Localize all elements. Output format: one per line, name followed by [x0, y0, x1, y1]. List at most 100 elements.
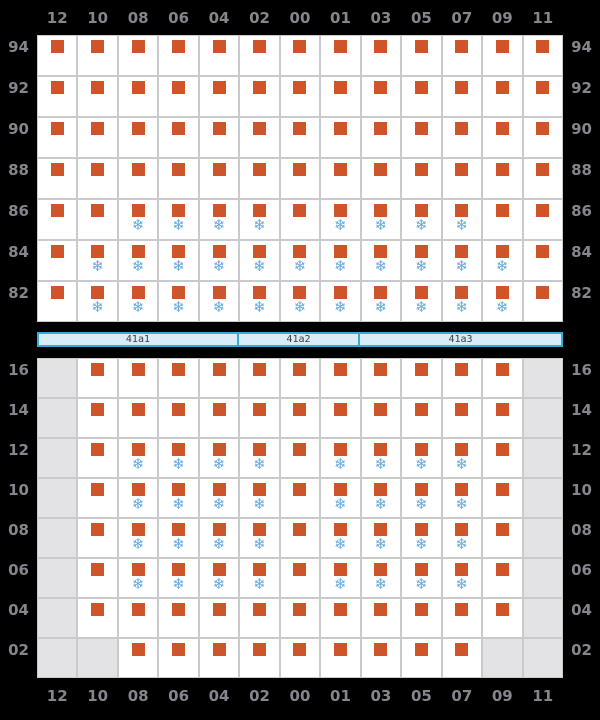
slot-above-deck-90-03[interactable] — [360, 117, 402, 158]
slot-below-deck-14-03[interactable] — [360, 398, 402, 438]
slot-below-deck-16-03[interactable] — [360, 358, 402, 398]
slot-below-deck-10-04[interactable]: ❄ — [198, 478, 240, 518]
slot-below-deck-16-10[interactable] — [77, 358, 118, 398]
slot-below-deck-06-06[interactable]: ❄ — [158, 558, 199, 598]
slot-below-deck-06-01[interactable]: ❄ — [320, 558, 361, 598]
slot-above-deck-86-06[interactable]: ❄ — [158, 199, 199, 240]
slot-above-deck-84-11[interactable] — [522, 240, 563, 281]
slot-below-deck-04-04[interactable] — [198, 598, 240, 638]
slot-above-deck-86-08[interactable]: ❄ — [117, 199, 159, 240]
slot-above-deck-84-04[interactable]: ❄ — [198, 240, 240, 281]
slot-below-deck-12-00[interactable] — [279, 438, 321, 478]
slot-below-deck-08-03[interactable]: ❄ — [360, 518, 402, 558]
slot-below-deck-02-06[interactable] — [158, 638, 199, 678]
slot-above-deck-94-08[interactable] — [117, 35, 159, 76]
slot-above-deck-90-11[interactable] — [522, 117, 563, 158]
slot-above-deck-82-05[interactable]: ❄ — [401, 281, 442, 322]
slot-above-deck-90-12[interactable] — [37, 117, 78, 158]
slot-below-deck-16-02[interactable] — [239, 358, 280, 398]
slot-above-deck-86-12[interactable] — [37, 199, 78, 240]
slot-above-deck-92-04[interactable] — [198, 76, 240, 117]
slot-below-deck-12-10[interactable] — [77, 438, 118, 478]
slot-above-deck-88-12[interactable] — [37, 158, 78, 199]
slot-above-deck-92-01[interactable] — [320, 76, 361, 117]
slot-below-deck-10-09[interactable] — [482, 478, 523, 518]
slot-below-deck-08-00[interactable] — [279, 518, 321, 558]
slot-below-deck-04-03[interactable] — [360, 598, 402, 638]
slot-below-deck-08-09[interactable] — [482, 518, 523, 558]
slot-below-deck-14-07[interactable] — [441, 398, 483, 438]
slot-below-deck-02-04[interactable] — [198, 638, 240, 678]
slot-above-deck-84-09[interactable]: ❄ — [482, 240, 523, 281]
slot-below-deck-10-10[interactable] — [77, 478, 118, 518]
slot-above-deck-82-02[interactable]: ❄ — [239, 281, 280, 322]
slot-below-deck-04-09[interactable] — [482, 598, 523, 638]
slot-below-deck-12-09[interactable] — [482, 438, 523, 478]
slot-below-deck-10-02[interactable]: ❄ — [239, 478, 280, 518]
slot-below-deck-06-08[interactable]: ❄ — [117, 558, 159, 598]
slot-above-deck-88-04[interactable] — [198, 158, 240, 199]
slot-above-deck-90-02[interactable] — [239, 117, 280, 158]
slot-above-deck-84-01[interactable]: ❄ — [320, 240, 361, 281]
slot-above-deck-92-11[interactable] — [522, 76, 563, 117]
slot-above-deck-94-04[interactable] — [198, 35, 240, 76]
slot-above-deck-88-01[interactable] — [320, 158, 361, 199]
slot-above-deck-82-06[interactable]: ❄ — [158, 281, 199, 322]
slot-above-deck-90-09[interactable] — [482, 117, 523, 158]
slot-above-deck-86-05[interactable]: ❄ — [401, 199, 442, 240]
slot-below-deck-12-07[interactable]: ❄ — [441, 438, 483, 478]
slot-above-deck-86-03[interactable]: ❄ — [360, 199, 402, 240]
slot-below-deck-12-05[interactable]: ❄ — [401, 438, 442, 478]
slot-above-deck-88-00[interactable] — [279, 158, 321, 199]
slot-above-deck-92-06[interactable] — [158, 76, 199, 117]
slot-below-deck-12-06[interactable]: ❄ — [158, 438, 199, 478]
slot-below-deck-06-10[interactable] — [77, 558, 118, 598]
slot-below-deck-04-07[interactable] — [441, 598, 483, 638]
slot-below-deck-02-01[interactable] — [320, 638, 361, 678]
slot-above-deck-92-02[interactable] — [239, 76, 280, 117]
slot-below-deck-08-04[interactable]: ❄ — [198, 518, 240, 558]
slot-below-deck-06-09[interactable] — [482, 558, 523, 598]
slot-above-deck-90-04[interactable] — [198, 117, 240, 158]
slot-below-deck-02-08[interactable] — [117, 638, 159, 678]
slot-below-deck-06-03[interactable]: ❄ — [360, 558, 402, 598]
slot-above-deck-82-10[interactable]: ❄ — [77, 281, 118, 322]
slot-below-deck-12-02[interactable]: ❄ — [239, 438, 280, 478]
slot-above-deck-88-03[interactable] — [360, 158, 402, 199]
slot-below-deck-16-06[interactable] — [158, 358, 199, 398]
slot-below-deck-02-00[interactable] — [279, 638, 321, 678]
slot-above-deck-90-07[interactable] — [441, 117, 483, 158]
slot-below-deck-04-10[interactable] — [77, 598, 118, 638]
slot-below-deck-14-08[interactable] — [117, 398, 159, 438]
slot-above-deck-86-04[interactable]: ❄ — [198, 199, 240, 240]
slot-above-deck-88-09[interactable] — [482, 158, 523, 199]
slot-above-deck-86-09[interactable] — [482, 199, 523, 240]
slot-above-deck-94-00[interactable] — [279, 35, 321, 76]
slot-below-deck-02-05[interactable] — [401, 638, 442, 678]
slot-above-deck-82-04[interactable]: ❄ — [198, 281, 240, 322]
slot-below-deck-14-05[interactable] — [401, 398, 442, 438]
slot-below-deck-02-07[interactable] — [441, 638, 483, 678]
slot-below-deck-12-08[interactable]: ❄ — [117, 438, 159, 478]
slot-above-deck-86-07[interactable]: ❄ — [441, 199, 483, 240]
slot-below-deck-10-06[interactable]: ❄ — [158, 478, 199, 518]
slot-above-deck-94-12[interactable] — [37, 35, 78, 76]
slot-above-deck-82-01[interactable]: ❄ — [320, 281, 361, 322]
bay-segment-41a2[interactable]: 41a2 — [239, 334, 361, 345]
slot-below-deck-16-04[interactable] — [198, 358, 240, 398]
slot-above-deck-86-11[interactable] — [522, 199, 563, 240]
slot-above-deck-84-08[interactable]: ❄ — [117, 240, 159, 281]
slot-above-deck-94-11[interactable] — [522, 35, 563, 76]
slot-above-deck-88-02[interactable] — [239, 158, 280, 199]
slot-below-deck-04-08[interactable] — [117, 598, 159, 638]
slot-above-deck-92-09[interactable] — [482, 76, 523, 117]
slot-above-deck-90-08[interactable] — [117, 117, 159, 158]
slot-below-deck-08-06[interactable]: ❄ — [158, 518, 199, 558]
slot-below-deck-16-07[interactable] — [441, 358, 483, 398]
slot-above-deck-82-11[interactable] — [522, 281, 563, 322]
slot-above-deck-90-10[interactable] — [77, 117, 118, 158]
slot-above-deck-94-06[interactable] — [158, 35, 199, 76]
slot-above-deck-92-05[interactable] — [401, 76, 442, 117]
slot-below-deck-10-08[interactable]: ❄ — [117, 478, 159, 518]
slot-above-deck-82-12[interactable] — [37, 281, 78, 322]
